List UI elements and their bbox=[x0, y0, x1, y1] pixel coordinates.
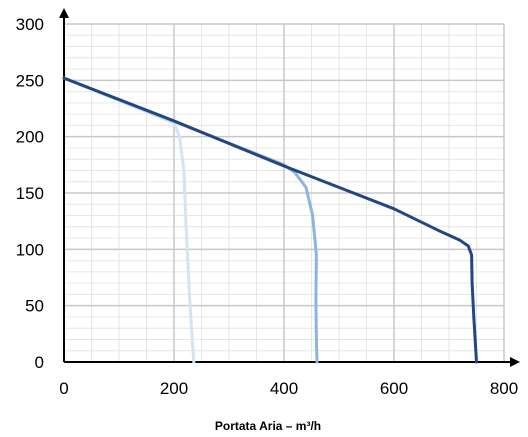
y-tick-label: 50 bbox=[25, 297, 44, 316]
y-tick-label: 250 bbox=[16, 71, 44, 90]
y-tick-label: 0 bbox=[35, 353, 44, 372]
x-tick-label: 400 bbox=[270, 379, 298, 398]
y-tick-label: 200 bbox=[16, 128, 44, 147]
axes bbox=[59, 8, 520, 367]
series bbox=[62, 76, 478, 364]
series-line-3 bbox=[62, 76, 478, 364]
x-axis-label: Portata Aria – m³/h bbox=[215, 419, 321, 433]
y-tick-label: 150 bbox=[16, 184, 44, 203]
x-tick-label: 600 bbox=[380, 379, 408, 398]
x-tick-label: 800 bbox=[490, 379, 518, 398]
grid-major bbox=[64, 23, 505, 362]
tick-labels: 0 200 400 600 800 0 50 100 150 200 250 300 bbox=[16, 15, 519, 398]
series-line-1 bbox=[62, 76, 196, 364]
x-tick-label: 0 bbox=[59, 379, 68, 398]
x-axis-arrow-icon bbox=[510, 357, 520, 367]
y-tick-label: 300 bbox=[16, 15, 44, 34]
y-axis-arrow-icon bbox=[59, 8, 69, 18]
y-tick-label: 100 bbox=[16, 240, 44, 259]
x-tick-label: 200 bbox=[160, 379, 188, 398]
